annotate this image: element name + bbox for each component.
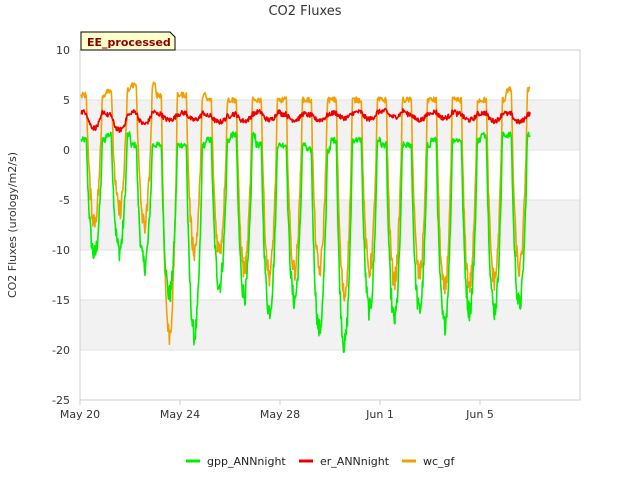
y-tick-label: -5 <box>59 194 70 207</box>
y-tick-label: 0 <box>63 144 70 157</box>
badge-label: EE_processed <box>87 36 171 49</box>
chart-title: CO2 Fluxes <box>268 4 341 19</box>
y-tick-label: -25 <box>52 394 70 407</box>
x-tick-label: May 20 <box>60 408 100 421</box>
x-tick-label: Jun 5 <box>465 408 494 421</box>
legend-label-er_ANNnight: er_ANNnight <box>320 455 390 468</box>
y-tick-label: -20 <box>52 344 70 357</box>
series-line-wc_gf <box>80 81 531 345</box>
x-tick-label: Jun 1 <box>365 408 394 421</box>
series-layer <box>80 81 531 354</box>
background-band <box>80 200 580 250</box>
badge-shape <box>80 31 176 51</box>
series-line-gpp_ANNnight <box>80 131 531 354</box>
y-axis-label: CO2 Fluxes (urology/m2/s) <box>6 152 19 298</box>
y-axis-ticks: 10 5 0 -5 -10 -15 -20 -25 <box>52 44 70 407</box>
plot-frame <box>79 49 581 401</box>
legend-label-wc_gf: wc_gf <box>423 455 456 468</box>
y-tick-label: -15 <box>52 294 70 307</box>
series-line-er_ANNnight <box>80 107 531 133</box>
background-band <box>80 100 580 150</box>
x-tick-label: May 28 <box>260 408 300 421</box>
y-tick-label: 5 <box>63 94 70 107</box>
processing-badge: EE_processed <box>80 31 176 51</box>
x-axis-ticks: May 20 May 24 May 28 Jun 1 Jun 5 <box>60 400 494 421</box>
x-tick-label: May 24 <box>160 408 200 421</box>
legend: gpp_ANNnight er_ANNnight wc_gf <box>186 455 456 468</box>
legend-label-gpp_ANNnight: gpp_ANNnight <box>207 455 286 468</box>
y-tick-label: -10 <box>52 244 70 257</box>
background-band <box>80 300 580 350</box>
background-bands <box>80 100 580 350</box>
y-tick-label: 10 <box>56 44 70 57</box>
